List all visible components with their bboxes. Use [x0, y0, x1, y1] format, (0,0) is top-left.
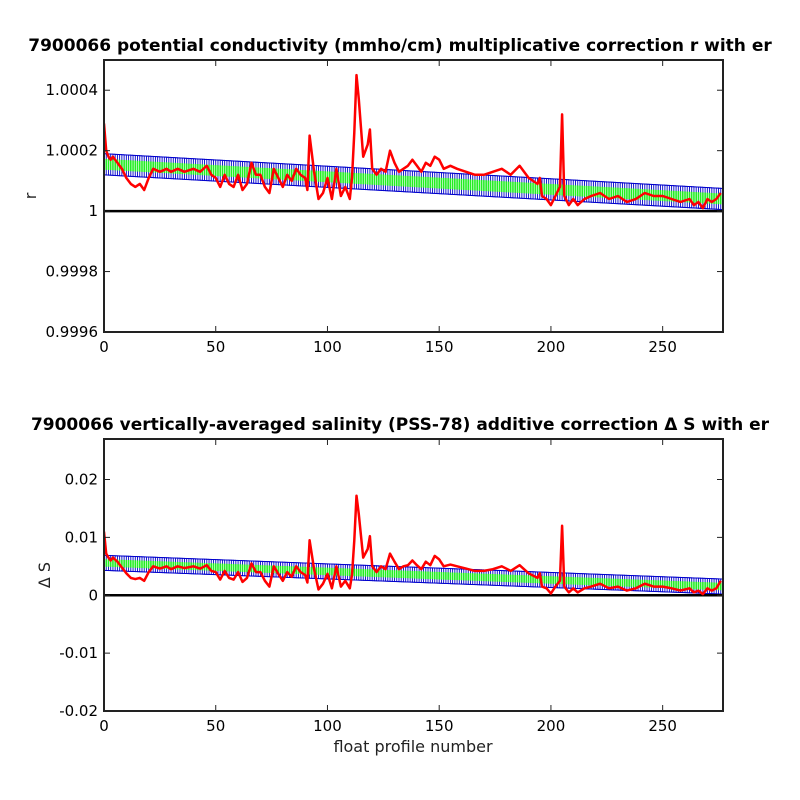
fit-fill — [104, 158, 723, 205]
plot-layer — [104, 73, 723, 213]
ticks-layer: 0 50 100 150 200 250 -0.02 -0.01 0 0.01 0.02 — [59, 439, 723, 735]
y-tick-label: 1.0004 — [46, 81, 99, 99]
ticks-layer: 0 50 100 150 200 250 0.9996 0.9998 1 1.0002 1.0004 — [46, 60, 723, 356]
x-axis-label: float profile number — [333, 737, 493, 756]
conductivity-correction-chart: 7900066 potential conductivity (mmho/cm)… — [21, 36, 772, 356]
y-tick-label: 1 — [88, 202, 98, 220]
x-tick-label: 200 — [537, 338, 566, 356]
y-tick-label: 0.9998 — [46, 263, 99, 281]
x-tick-label: 0 — [99, 338, 109, 356]
y-tick-label: -0.01 — [59, 644, 98, 662]
x-tick-label: 100 — [313, 717, 342, 735]
y-tick-label: -0.02 — [59, 702, 98, 720]
chart-title: 7900066 vertically-averaged salinity (PS… — [31, 415, 770, 435]
y-tick-label: 0 — [88, 586, 98, 604]
x-tick-label: 50 — [206, 717, 225, 735]
y-axis-label: Δ S — [35, 562, 54, 588]
x-tick-label: 50 — [206, 338, 225, 356]
axes-frame — [103, 438, 724, 712]
x-tick-label: 100 — [313, 338, 342, 356]
fit-fill — [104, 559, 723, 591]
y-tick-label: 1.0002 — [46, 142, 99, 160]
y-tick-label: 0.01 — [65, 528, 98, 546]
x-tick-label: 200 — [537, 717, 566, 735]
x-tick-label: 250 — [648, 717, 677, 735]
axes-frame — [103, 59, 724, 333]
y-tick-label: 0.9996 — [46, 323, 99, 341]
chart-title: 7900066 potential conductivity (mmho/cm)… — [28, 36, 772, 56]
salinity-correction-chart: 7900066 vertically-averaged salinity (PS… — [31, 415, 770, 756]
series-line — [104, 494, 722, 596]
x-tick-label: 150 — [425, 717, 454, 735]
plot-layer — [104, 494, 723, 597]
y-axis-label: r — [21, 192, 40, 199]
x-tick-label: 0 — [99, 717, 109, 735]
x-tick-label: 250 — [648, 338, 677, 356]
series-line — [104, 73, 722, 210]
y-tick-label: 0.02 — [65, 471, 98, 489]
x-tick-label: 150 — [425, 338, 454, 356]
